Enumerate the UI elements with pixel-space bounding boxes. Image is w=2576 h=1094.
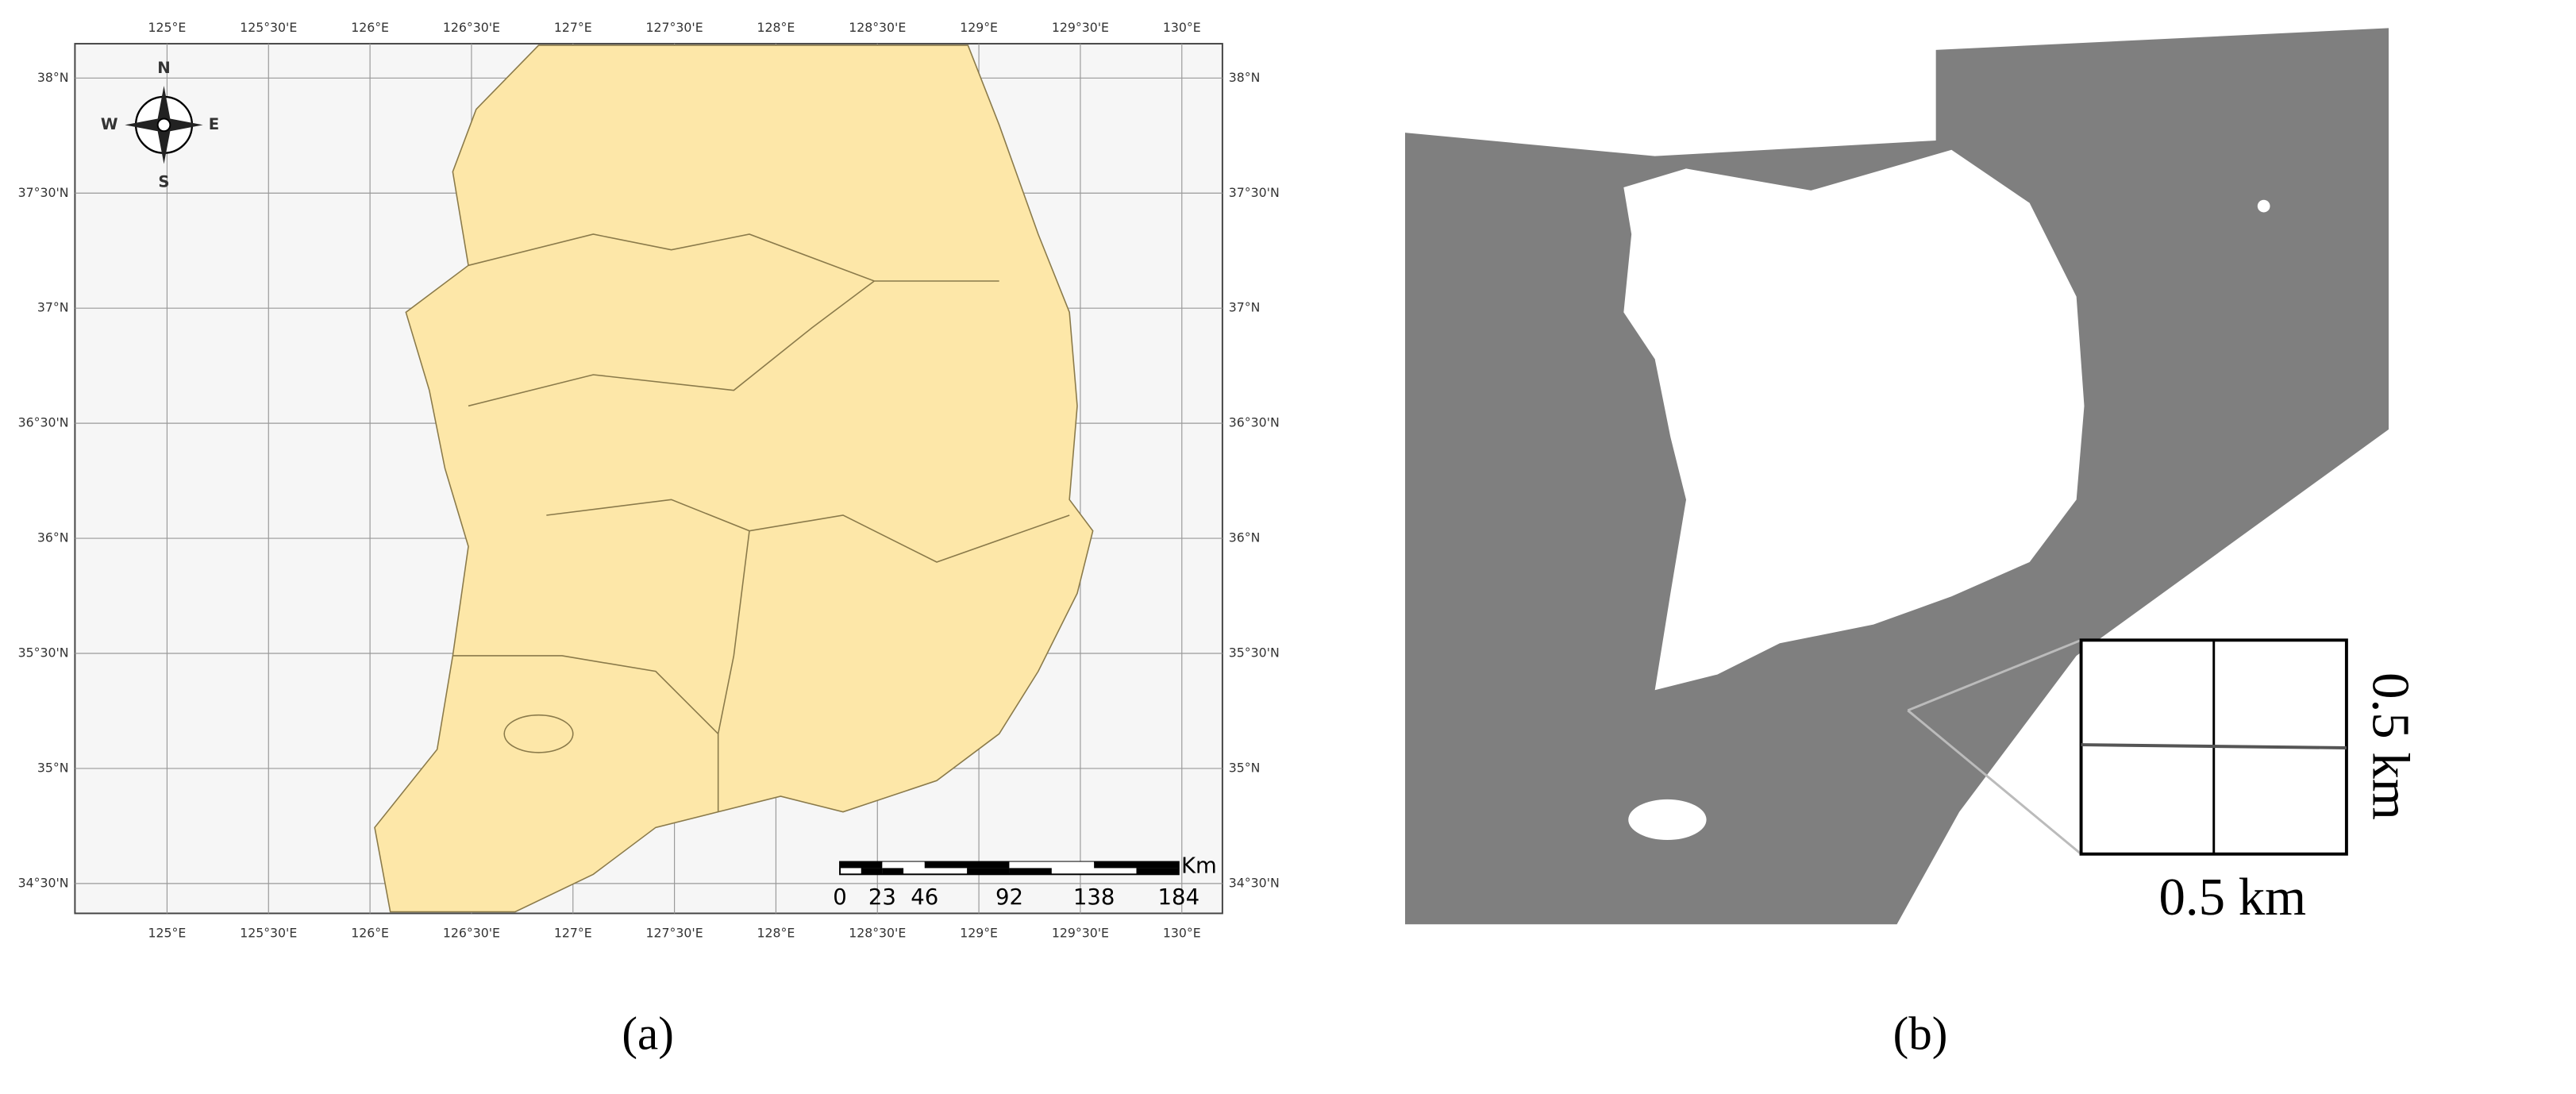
- height-label: 0.5 km: [2362, 672, 2420, 820]
- cell-divider: [2081, 743, 2347, 749]
- scale-tick-label: 138: [1073, 884, 1115, 910]
- lat-label-left: 37°30'N: [18, 185, 69, 200]
- compass-center: [156, 117, 171, 133]
- scale-tick-label: 92: [995, 884, 1023, 910]
- lon-label-top: 127°30'E: [646, 20, 703, 35]
- scale-segment: [882, 861, 925, 869]
- lon-label-bottom: 129°E: [960, 926, 998, 941]
- lon-label-top: 128°E: [757, 20, 795, 35]
- lon-label-bottom: 127°E: [554, 926, 592, 941]
- islet: [2257, 199, 2270, 213]
- compass-n: N: [157, 59, 170, 77]
- scale-tick-label: 46: [911, 884, 938, 910]
- lon-label-bottom: 128°30'E: [849, 926, 906, 941]
- lat-label-right: 35°N: [1229, 760, 1261, 775]
- lat-label-left: 34°30'N: [18, 875, 69, 890]
- scale-segment: [1136, 868, 1179, 875]
- lon-label-top: 126°E: [351, 20, 389, 35]
- scale-segment: [861, 868, 883, 875]
- zoom-line: [1907, 709, 2082, 855]
- lat-label-right: 37°30'N: [1229, 185, 1280, 200]
- lat-label-right: 36°N: [1229, 530, 1261, 545]
- scale-tick-label: 0: [833, 884, 847, 910]
- lon-label-bottom: 126°E: [351, 926, 389, 941]
- caption-b: (b): [1893, 1007, 1948, 1059]
- scale-unit: Km: [1181, 853, 1217, 878]
- lon-label-bottom: 130°E: [1163, 926, 1201, 941]
- compass-e: E: [209, 115, 219, 133]
- province-boundaries: [452, 233, 1070, 812]
- compass: N W E S: [101, 59, 219, 191]
- island: [1628, 799, 1707, 841]
- caption-a: (a): [622, 1007, 673, 1059]
- lat-label-left: 38°N: [37, 70, 69, 85]
- lon-label-top: 125°30'E: [240, 20, 297, 35]
- lon-label-top: 128°30'E: [849, 20, 906, 35]
- lat-label-left: 36°30'N: [18, 415, 69, 430]
- scale-tick-label: 23: [868, 884, 896, 910]
- lon-label-bottom: 125°E: [148, 926, 187, 941]
- scale-segment: [967, 868, 1010, 875]
- lat-label-left: 35°30'N: [18, 645, 69, 661]
- scale-segment: [924, 861, 1010, 869]
- lake: [503, 714, 574, 753]
- lon-label-top: 129°30'E: [1052, 20, 1109, 35]
- lat-label-left: 36°N: [37, 530, 69, 545]
- land: [374, 44, 1094, 913]
- scale-segment: [1009, 861, 1095, 869]
- lat-label-right: 36°30'N: [1229, 415, 1280, 430]
- lon-label-top: 130°E: [1163, 20, 1201, 35]
- scale-bar: 0 23 46 92 138 184: [833, 861, 1200, 910]
- lon-label-top: 125°E: [148, 20, 187, 35]
- scale-segment: [840, 861, 883, 869]
- lat-label-left: 35°N: [37, 760, 69, 775]
- compass-s: S: [158, 173, 169, 191]
- scale-segment: [1094, 861, 1179, 869]
- lat-label-left: 37°N: [37, 300, 69, 315]
- zoom-line: [1907, 638, 2082, 712]
- lat-label-right: 34°30'N: [1229, 875, 1280, 890]
- scale-tick-label: 184: [1158, 884, 1200, 910]
- lon-label-bottom: 125°30'E: [240, 926, 297, 941]
- lon-label-top: 127°E: [554, 20, 592, 35]
- lon-label-bottom: 128°E: [757, 926, 795, 941]
- lon-label-bottom: 126°30'E: [443, 926, 500, 941]
- width-label: 0.5 km: [2158, 868, 2306, 926]
- lat-label-right: 35°30'N: [1229, 645, 1280, 661]
- lon-label-bottom: 129°30'E: [1052, 926, 1109, 941]
- lat-label-right: 37°N: [1229, 300, 1261, 315]
- lon-label-bottom: 127°30'E: [646, 926, 703, 941]
- compass-w: W: [101, 115, 118, 133]
- scale-segment: [1009, 868, 1052, 875]
- land-mask: [1623, 149, 2085, 691]
- lat-label-right: 38°N: [1229, 70, 1261, 85]
- lon-label-top: 126°30'E: [443, 20, 500, 35]
- lon-label-top: 129°E: [960, 20, 998, 35]
- scale-segment: [882, 868, 904, 875]
